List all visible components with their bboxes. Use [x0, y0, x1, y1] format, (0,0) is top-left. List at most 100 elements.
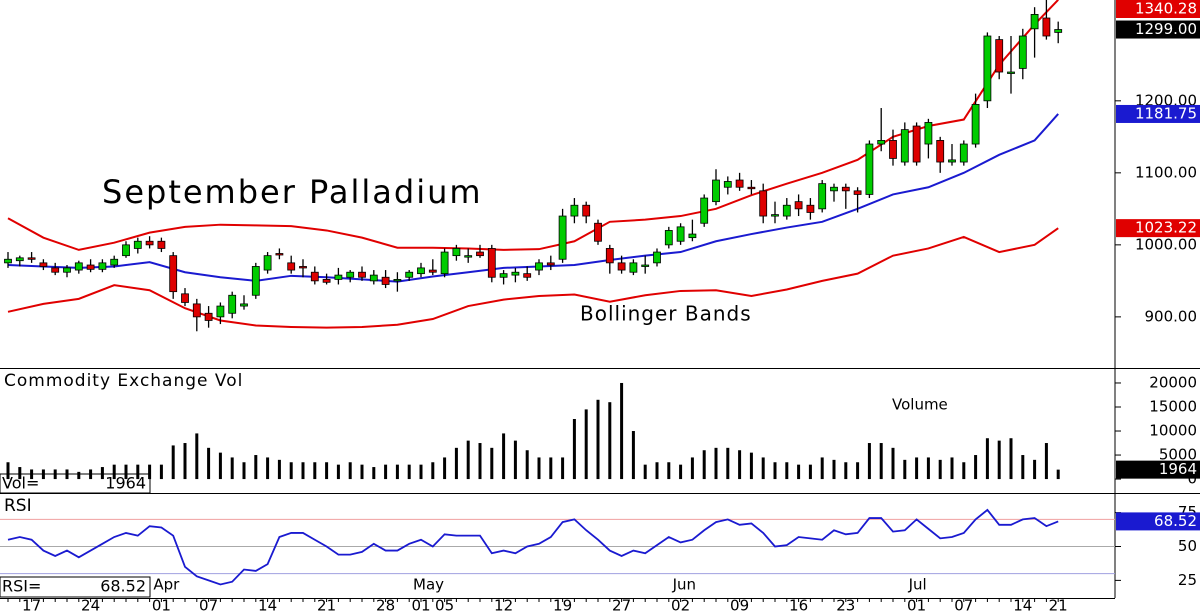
volume-bar: [714, 447, 718, 480]
candle-body: [535, 262, 543, 271]
volume-bar: [867, 443, 871, 480]
month-label: Jun: [672, 576, 696, 594]
y-tick-label: 20000: [1149, 373, 1197, 391]
candle-body: [900, 129, 909, 163]
candle-body: [676, 226, 685, 242]
volume-bar: [148, 464, 152, 480]
volume-bar: [195, 433, 199, 480]
y-tick-label: 900.00: [1145, 307, 1198, 325]
volume-bar: [596, 399, 600, 480]
candle-body: [74, 262, 83, 271]
x-tick-label: 27: [612, 597, 631, 613]
candle-body: [605, 248, 614, 264]
annotation: Bollinger Bands: [580, 302, 752, 326]
x-tick-label: 12: [494, 597, 513, 613]
volume-bar: [997, 440, 1001, 480]
volume-bar: [537, 457, 541, 480]
volume-bar: [856, 462, 860, 480]
candle-body: [865, 143, 874, 195]
volume-bar: [808, 464, 812, 480]
candle-body: [641, 264, 650, 267]
volume-bar: [584, 409, 588, 480]
volume-bar: [974, 455, 978, 480]
volume-bar: [844, 462, 848, 480]
volume-bar: [1056, 469, 1060, 480]
y-tick-label: 25: [1178, 571, 1197, 589]
value-marker: [1116, 20, 1200, 39]
y-tick-label: 5000: [1159, 446, 1197, 464]
volume-bar: [466, 440, 470, 480]
volume-bar: [30, 469, 34, 480]
volume-bar: [631, 431, 635, 480]
candle-body: [334, 274, 343, 280]
candle-body: [1054, 29, 1063, 33]
candle-body: [523, 273, 532, 278]
volume-bar: [1044, 443, 1048, 480]
volume-bar: [124, 464, 128, 480]
volume-bar: [655, 462, 659, 480]
volume-bar: [100, 467, 104, 480]
x-tick-label: 23: [836, 597, 855, 613]
x-tick-label: 07: [199, 597, 218, 613]
volume-bar: [395, 464, 399, 480]
volume-label: Volume: [892, 396, 948, 414]
volume-bar: [242, 462, 246, 480]
candle-body: [841, 186, 850, 192]
candle-body: [122, 244, 130, 257]
x-tick-label: 21: [1049, 597, 1068, 613]
candle-body: [700, 197, 709, 224]
volume-bar: [879, 443, 883, 480]
x-tick-label: 19: [553, 597, 572, 613]
value-marker-label: 1299.00: [1135, 20, 1197, 38]
candle-body: [251, 266, 260, 296]
candle-body: [487, 248, 496, 278]
volume-bar: [620, 382, 624, 480]
candle-body: [818, 183, 827, 210]
volume-bar: [77, 471, 81, 480]
rsi-line: [7, 508, 1059, 586]
volume-bar: [1009, 438, 1013, 480]
x-tick-label: 24: [81, 597, 100, 613]
volume-bar: [53, 469, 57, 480]
y-tick-label: 50: [1178, 537, 1197, 555]
value-marker-label: 1023.22: [1135, 219, 1197, 237]
candle-body: [169, 255, 178, 293]
candle-body: [51, 267, 60, 273]
volume-bar: [525, 450, 529, 480]
candle-body: [582, 204, 591, 217]
volume-bar: [277, 459, 281, 480]
candle-body: [983, 35, 992, 102]
volume-bar: [950, 457, 954, 480]
volume-bar: [572, 419, 576, 480]
volume-bar: [915, 457, 919, 480]
y-tick-label: 15000: [1149, 397, 1197, 415]
volume-bar: [230, 457, 234, 480]
volume-bar: [608, 402, 612, 480]
candle-body: [948, 159, 956, 163]
volume-bar: [761, 457, 765, 480]
candle-body: [889, 140, 897, 159]
candle-body: [346, 271, 355, 278]
candle-body: [629, 262, 638, 273]
candle-body: [39, 262, 48, 267]
y-tick-label: 1100.00: [1135, 163, 1197, 181]
volume-bar: [820, 457, 824, 480]
x-tick-label: 21: [317, 597, 336, 613]
candle-body: [275, 253, 284, 256]
volume-bar: [325, 462, 329, 480]
value-marker: [1116, 104, 1200, 123]
candle-body: [63, 267, 71, 273]
readout-value: 68.52: [100, 577, 146, 596]
volume-bar: [738, 450, 742, 480]
volume-bar: [183, 443, 187, 480]
candle-body: [1030, 14, 1039, 30]
candle-body: [216, 305, 225, 318]
y-tick-label: 1000.00: [1135, 235, 1197, 253]
volume-bar: [18, 467, 22, 480]
volume-bar: [903, 459, 907, 480]
volume-bar: [207, 447, 211, 480]
candle-body: [110, 258, 119, 266]
candle-body: [806, 204, 815, 213]
x-tick-label: 02: [671, 597, 690, 613]
